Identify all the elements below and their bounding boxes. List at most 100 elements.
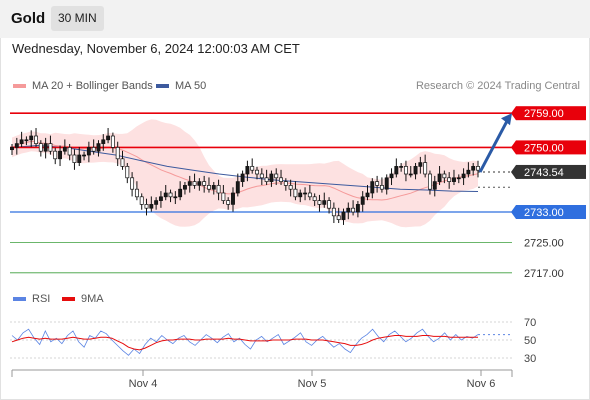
level-badge: [516, 164, 586, 179]
candle: [355, 204, 360, 213]
candle: [58, 150, 62, 160]
level-label-2743-54: 2743.54: [524, 167, 564, 179]
legend-rsi-ma-label: 9MA: [81, 293, 104, 305]
candle: [38, 143, 43, 152]
rsi-swatch-icon: [13, 297, 26, 301]
candle: [365, 192, 370, 198]
rsi-tick-label: 70: [524, 317, 536, 329]
candle: [182, 185, 187, 190]
candle: [437, 173, 442, 182]
candle: [216, 185, 221, 194]
candle: [293, 188, 298, 198]
candle: [178, 188, 183, 198]
candle: [394, 166, 399, 175]
level-label-2759-00: 2759.00: [524, 108, 564, 120]
candle: [259, 173, 264, 179]
rsi-ma-swatch-icon: [62, 297, 75, 301]
candle: [399, 166, 404, 168]
rsi-ma-line: [11, 335, 478, 351]
candle: [432, 181, 437, 190]
candle: [77, 154, 82, 163]
candle: [10, 147, 14, 151]
level-label-2750-00: 2750.00: [524, 142, 564, 154]
candle: [101, 139, 106, 144]
candle: [346, 207, 351, 213]
candle: [331, 207, 336, 217]
candle: [274, 173, 279, 179]
candle: [72, 154, 77, 163]
candle: [447, 177, 452, 182]
forecast-arrow-head-icon: [501, 113, 512, 126]
candle: [250, 166, 255, 171]
level-badge: [516, 106, 586, 121]
candle: [428, 173, 432, 190]
candle: [86, 147, 91, 156]
x-tick-label: Nov 4: [129, 378, 158, 390]
candle: [211, 185, 216, 190]
candle: [245, 166, 250, 175]
candle: [96, 143, 101, 152]
candle: [48, 143, 53, 152]
timeframe-button[interactable]: 30 MIN: [51, 6, 104, 31]
candle: [327, 200, 332, 209]
instrument-title: Gold: [11, 10, 46, 27]
rsi-line: [11, 328, 479, 356]
candle: [154, 200, 159, 205]
candle: [120, 158, 125, 167]
level-badge-pointer-icon: [511, 140, 516, 155]
candle: [264, 177, 269, 182]
candle: [303, 192, 308, 195]
candle: [317, 200, 322, 205]
candle: [379, 185, 384, 190]
legend-rsi-ma: 9MA: [62, 293, 104, 305]
candle: [34, 135, 38, 144]
candle: [91, 147, 96, 152]
candle: [82, 154, 87, 157]
candle: [418, 162, 423, 167]
level-badge: [516, 140, 586, 155]
candle: [226, 200, 231, 205]
candle: [442, 173, 447, 179]
candle: [149, 204, 154, 209]
candle: [403, 166, 408, 175]
level-badge-pointer-icon: [511, 106, 516, 121]
candle: [456, 177, 461, 180]
candle: [466, 169, 471, 175]
x-tick-label: Nov 6: [467, 378, 496, 390]
candle: [240, 173, 245, 182]
candle: [173, 196, 178, 199]
candle: [139, 196, 144, 205]
ma50-swatch-icon: [156, 84, 169, 88]
candle: [360, 196, 365, 205]
level-label-2725-00: 2725.00: [524, 237, 564, 249]
candle: [62, 147, 67, 152]
level-label-2733-00: 2733.00: [524, 207, 564, 219]
level-badge-pointer-icon: [511, 205, 516, 219]
bollinger-band: [12, 119, 478, 228]
candle: [187, 181, 192, 186]
candle: [67, 147, 72, 156]
candle: [384, 177, 389, 190]
credit-label: Research © 2024 Trading Central: [415, 80, 580, 92]
candle: [370, 181, 375, 194]
candle: [235, 181, 240, 194]
candle: [269, 173, 274, 182]
legend-ma50-label: MA 50: [175, 80, 207, 92]
candle: [115, 147, 120, 160]
candle: [231, 192, 235, 205]
candle: [192, 181, 197, 186]
datetime-label: Wednesday, November 6, 2024 12:00:03 AM …: [12, 41, 300, 56]
candle: [24, 139, 29, 142]
x-tick-label: Nov 5: [298, 378, 327, 390]
candle: [471, 166, 476, 171]
candle: [375, 181, 380, 186]
candle: [255, 169, 259, 175]
candle: [341, 211, 346, 220]
legend-ma20: MA 20 + Bollinger Bands: [13, 80, 153, 92]
candle: [288, 185, 293, 190]
candle: [53, 150, 58, 160]
rsi-tick-label: 50: [524, 335, 536, 347]
candle: [221, 192, 226, 201]
candle: [279, 177, 283, 182]
